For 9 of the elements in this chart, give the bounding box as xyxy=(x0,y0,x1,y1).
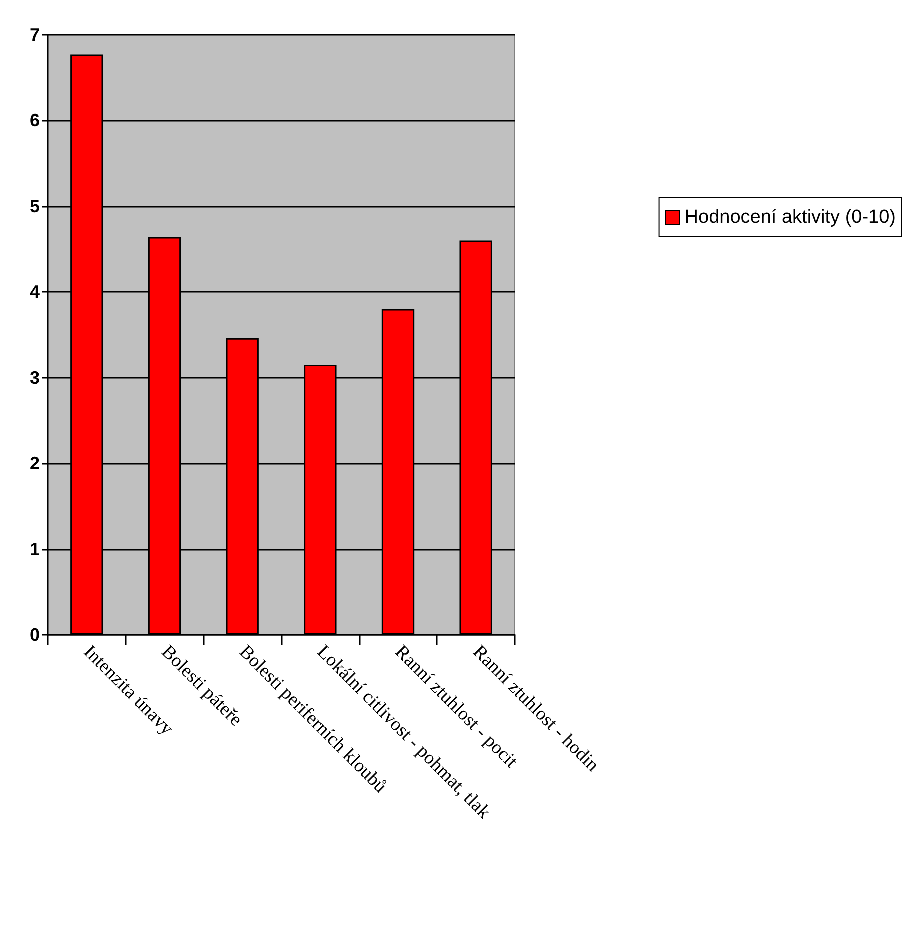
y-tick-label: 1 xyxy=(30,539,40,560)
y-tick-label: 2 xyxy=(30,454,40,474)
legend-label: Hodnocení aktivity (0-10) xyxy=(684,207,896,228)
y-tick-label: 6 xyxy=(30,110,40,131)
y-tick-label: 4 xyxy=(30,282,40,302)
y-tick-label: 0 xyxy=(30,625,40,645)
y-tick-label: 7 xyxy=(30,25,40,45)
y-tick-label: 3 xyxy=(30,368,40,388)
y-tick-label: 5 xyxy=(30,196,40,216)
